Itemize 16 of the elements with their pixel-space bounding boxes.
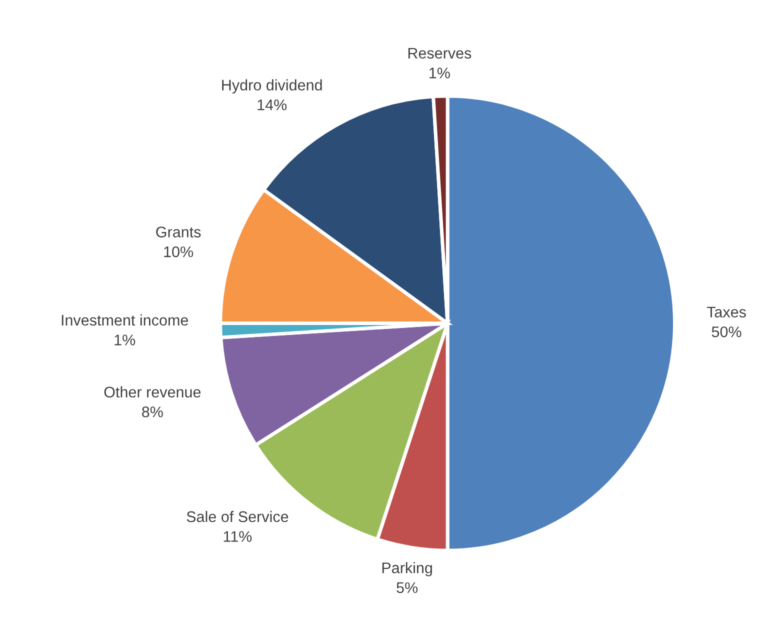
slice-label: Investment income bbox=[62, 314, 188, 326]
data-label: 5% bbox=[396, 582, 418, 594]
slice-label: Hydro dividend bbox=[222, 79, 322, 94]
slice-label: Reserves bbox=[408, 48, 472, 59]
data-label: 1% bbox=[114, 334, 136, 346]
slice-label: Parking bbox=[382, 562, 432, 576]
data-label: 14% bbox=[258, 100, 287, 110]
slice-label: Taxes bbox=[706, 306, 746, 318]
data-label: 1% bbox=[430, 68, 450, 78]
slice-label: Grants bbox=[156, 226, 201, 238]
data-label: 11% bbox=[224, 531, 252, 542]
data-label: 50% bbox=[712, 326, 742, 338]
slice-label: Sale of Service bbox=[186, 510, 288, 522]
data-label: 8% bbox=[142, 406, 163, 418]
slice-label: Other revenue bbox=[104, 386, 201, 398]
data-label: 10% bbox=[164, 246, 194, 258]
